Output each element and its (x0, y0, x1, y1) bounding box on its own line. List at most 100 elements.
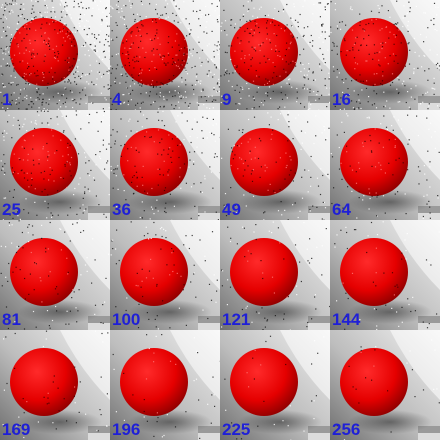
floor-step-lower (198, 323, 220, 330)
red-sphere (120, 238, 188, 306)
red-sphere (10, 348, 78, 416)
red-sphere (340, 128, 408, 196)
red-sphere (340, 348, 408, 416)
render-scene (220, 110, 330, 220)
render-noise (110, 221, 218, 330)
render-noise (110, 0, 220, 110)
red-sphere (230, 348, 298, 416)
render-noise (0, 220, 110, 330)
sample-count-label: 225 (222, 420, 251, 439)
floor-step (198, 96, 220, 103)
red-sphere (10, 18, 78, 86)
sample-count-label: 196 (112, 420, 141, 439)
render-scene (220, 330, 330, 440)
render-noise (112, 334, 220, 439)
red-sphere (230, 18, 298, 86)
red-sphere (340, 18, 408, 86)
render-tile: 169 (0, 330, 110, 440)
render-tile: 36 (110, 110, 220, 220)
floor-step (308, 96, 330, 103)
wall-highlight (170, 220, 220, 290)
render-scene (110, 0, 220, 110)
render-noise (110, 110, 220, 220)
sample-count-label: 4 (112, 90, 122, 109)
render-noise (0, 110, 110, 220)
floor-step (418, 316, 440, 323)
floor-step (88, 316, 110, 323)
render-scene (220, 0, 330, 110)
red-sphere (120, 128, 188, 196)
render-noise (220, 0, 330, 110)
wall-highlight (390, 330, 440, 400)
floor-step (198, 426, 220, 433)
render-scene (110, 110, 220, 220)
floor-step (418, 206, 440, 213)
render-tile: 81 (0, 220, 110, 330)
sample-count-label: 49 (222, 200, 241, 219)
render-scene (330, 0, 440, 110)
render-tile: 25 (0, 110, 110, 220)
floor-step-lower (88, 213, 110, 220)
sphere-shadow (238, 80, 322, 104)
sphere-shadow (128, 410, 212, 434)
wall-highlight (390, 0, 440, 70)
render-noise (224, 335, 325, 440)
floor-step-lower (88, 323, 110, 330)
wall-highlight (280, 330, 330, 400)
render-scene (330, 110, 440, 220)
render-tile: 121 (220, 220, 330, 330)
sample-count-label: 169 (2, 420, 31, 439)
wall-highlight (280, 110, 330, 180)
floor-step-lower (308, 433, 330, 440)
floor-step-lower (308, 213, 330, 220)
sphere-shadow (18, 300, 102, 324)
floor-step-lower (418, 323, 440, 330)
floor-step-lower (198, 103, 220, 110)
sphere-shadow (18, 190, 102, 214)
render-tile: 4 (110, 0, 220, 110)
wall-highlight (170, 110, 220, 180)
render-tile: 49 (220, 110, 330, 220)
red-sphere (340, 238, 408, 306)
render-tile: 100 (110, 220, 220, 330)
floor-step (418, 96, 440, 103)
sample-count-label: 100 (112, 310, 141, 329)
floor-step (198, 206, 220, 213)
sample-count-label: 144 (332, 310, 361, 329)
red-sphere (120, 348, 188, 416)
sample-count-label: 36 (112, 200, 131, 219)
wall-highlight (60, 220, 110, 290)
floor-step (88, 206, 110, 213)
floor-step-lower (418, 213, 440, 220)
wall-highlight (280, 0, 330, 70)
render-scene (110, 220, 220, 330)
wall-highlight (60, 330, 110, 400)
render-tile: 16 (330, 0, 440, 110)
render-scene (330, 330, 440, 440)
sample-count-label: 81 (2, 310, 21, 329)
floor-step-lower (308, 103, 330, 110)
render-noise (334, 221, 440, 330)
sample-count-label: 1 (2, 90, 12, 109)
render-scene (0, 330, 110, 440)
render-noise (0, 0, 110, 110)
sphere-shadow (18, 410, 102, 434)
floor-step-lower (198, 433, 220, 440)
render-scene (0, 110, 110, 220)
render-tile: 144 (330, 220, 440, 330)
wall-highlight (170, 0, 220, 70)
render-tile: 1 (0, 0, 110, 110)
floor-step-lower (418, 433, 440, 440)
wall-highlight (390, 220, 440, 290)
red-sphere (230, 238, 298, 306)
sample-count-label: 256 (332, 420, 361, 439)
sample-count-label: 121 (222, 310, 251, 329)
render-noise (221, 221, 330, 330)
floor-step (308, 316, 330, 323)
sphere-shadow (348, 190, 432, 214)
sphere-shadow (238, 410, 322, 434)
render-scene (220, 220, 330, 330)
floor-step (308, 206, 330, 213)
sphere-shadow (348, 80, 432, 104)
